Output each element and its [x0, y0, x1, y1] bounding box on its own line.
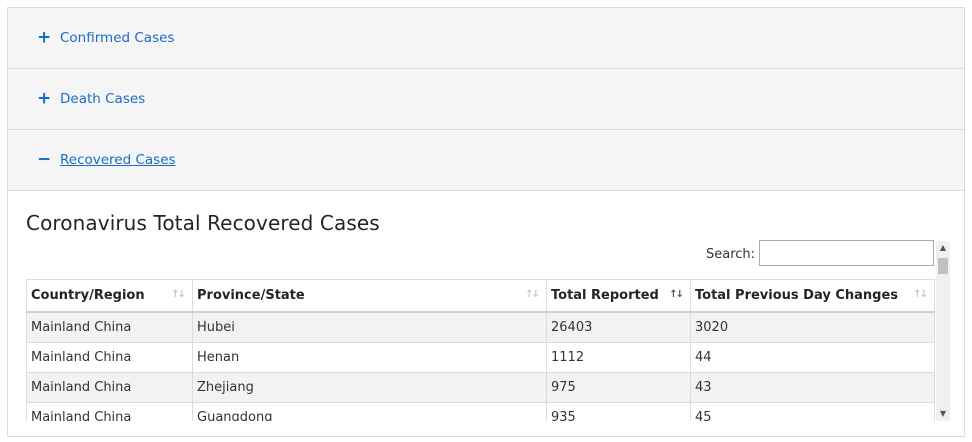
- scroll-up-arrow-icon[interactable]: ▲: [939, 243, 947, 252]
- column-header-label: Province/State: [197, 288, 305, 303]
- accordion-header-confirmed[interactable]: + Confirmed Cases: [8, 8, 964, 69]
- cell-total-reported: 1112: [546, 342, 691, 373]
- cases-table-wrap: Country/Region ↑↓ Province/State ↑↓ Tota…: [26, 279, 935, 421]
- table-row: Mainland China Guangdong 935 45: [26, 402, 935, 421]
- cell-country: Mainland China: [26, 372, 193, 403]
- search-input[interactable]: [759, 240, 934, 266]
- cell-country: Mainland China: [26, 402, 193, 421]
- cell-province: Henan: [192, 342, 547, 373]
- cell-total-reported: 935: [546, 402, 691, 421]
- scrollbar-thumb[interactable]: [938, 258, 948, 274]
- column-header-province[interactable]: Province/State ↑↓: [192, 279, 547, 313]
- sort-icon: ↑↓: [913, 289, 928, 300]
- accordion-label-confirmed[interactable]: Confirmed Cases: [60, 30, 175, 46]
- section-title: Coronavirus Total Recovered Cases: [26, 211, 380, 235]
- column-header-label: Total Reported: [551, 288, 659, 303]
- column-header-previous-day-changes[interactable]: Total Previous Day Changes ↑↓: [690, 279, 935, 313]
- accordion-label-death[interactable]: Death Cases: [60, 91, 146, 107]
- cell-total-reported: 975: [546, 372, 691, 403]
- column-header-label: Country/Region: [31, 288, 145, 303]
- cell-province: Guangdong: [192, 402, 547, 421]
- table-header-row: Country/Region ↑↓ Province/State ↑↓ Tota…: [26, 279, 935, 313]
- cell-previous-day-changes: 45: [690, 402, 935, 421]
- sort-icon: ↑↓: [525, 289, 540, 300]
- accordion-header-death[interactable]: + Death Cases: [8, 69, 964, 130]
- accordion-panel: + Confirmed Cases + Death Cases − Recove…: [7, 7, 965, 437]
- accordion-header-recovered[interactable]: − Recovered Cases: [8, 130, 964, 191]
- table-row: Mainland China Henan 1112 44: [26, 342, 935, 373]
- recovered-cases-content: Coronavirus Total Recovered Cases Search…: [8, 191, 964, 436]
- minus-icon: −: [37, 149, 52, 170]
- cell-country: Mainland China: [26, 312, 193, 343]
- vertical-scrollbar[interactable]: ▲ ▼: [936, 241, 950, 421]
- scroll-down-arrow-icon[interactable]: ▼: [939, 409, 947, 418]
- cases-table: Country/Region ↑↓ Province/State ↑↓ Tota…: [26, 279, 935, 421]
- column-header-total-reported[interactable]: Total Reported ↑↓: [546, 279, 691, 313]
- cell-province: Zhejiang: [192, 372, 547, 403]
- cell-country: Mainland China: [26, 342, 193, 373]
- search-label: Search:: [706, 247, 756, 262]
- sort-desc-icon: ↑↓: [669, 289, 684, 300]
- column-header-label: Total Previous Day Changes: [695, 288, 899, 303]
- column-header-country[interactable]: Country/Region ↑↓: [26, 279, 193, 313]
- cell-previous-day-changes: 3020: [690, 312, 935, 343]
- table-row: Mainland China Zhejiang 975 43: [26, 372, 935, 403]
- plus-icon: +: [37, 88, 52, 109]
- sort-icon: ↑↓: [171, 289, 186, 300]
- accordion-label-recovered[interactable]: Recovered Cases: [60, 152, 176, 168]
- cell-province: Hubei: [192, 312, 547, 343]
- cell-previous-day-changes: 43: [690, 372, 935, 403]
- plus-icon: +: [37, 27, 52, 48]
- cell-total-reported: 26403: [546, 312, 691, 343]
- table-row: Mainland China Hubei 26403 3020: [26, 312, 935, 343]
- cell-previous-day-changes: 44: [690, 342, 935, 373]
